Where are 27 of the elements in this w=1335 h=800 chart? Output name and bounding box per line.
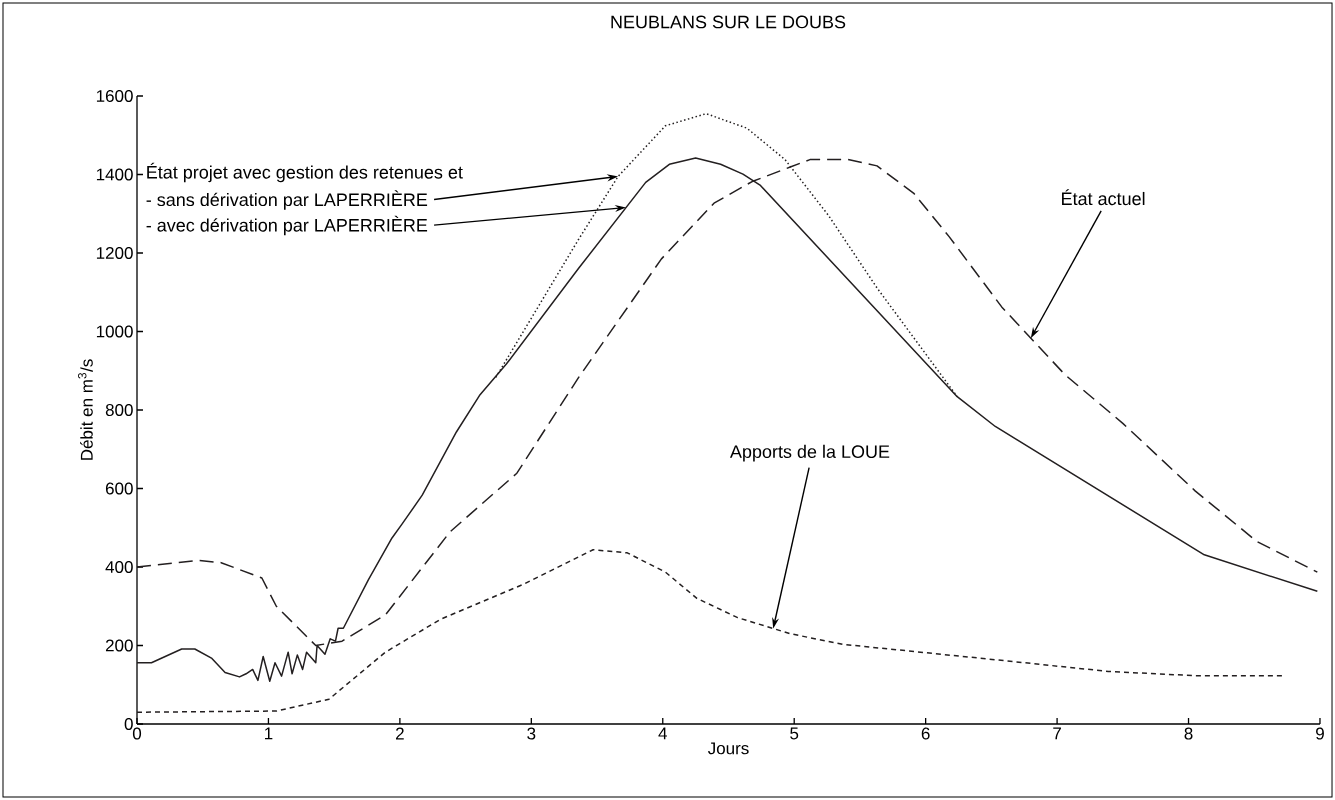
annotation: État projet avec gestion des retenues et bbox=[147, 162, 463, 183]
annotation: - sans dérivation par LAPERRIÈRE bbox=[146, 190, 428, 210]
annotation: État actuel bbox=[1062, 189, 1145, 206]
y-tick-label: 1200 bbox=[96, 246, 133, 260]
x-axis-title: Jours bbox=[707, 742, 749, 755]
x-tick-label: 4 bbox=[658, 727, 667, 740]
y-tick-label: 200 bbox=[105, 639, 133, 652]
x-tick-label: 5 bbox=[790, 727, 799, 740]
x-tick-label: 2 bbox=[396, 727, 404, 740]
annotation: - avec dérivation par LAPERRIÈRE bbox=[146, 215, 428, 236]
y-axis-title: Débit en m$^{3}$/s bbox=[78, 359, 93, 460]
x-tick-label: 1 bbox=[265, 727, 273, 740]
x-tick-label: 7 bbox=[1053, 727, 1061, 740]
x-tick-label: 9 bbox=[1316, 727, 1324, 740]
y-tick-label: 0 bbox=[124, 717, 133, 731]
x-tick-label: 6 bbox=[921, 727, 930, 740]
y-tick-label: 1000 bbox=[96, 325, 133, 338]
y-tick-label: 600 bbox=[105, 482, 133, 495]
y-tick-label: 400 bbox=[105, 560, 133, 574]
x-tick-label: 8 bbox=[1184, 727, 1193, 740]
y-tick-label: 1400 bbox=[96, 168, 133, 181]
y-tick-label: 800 bbox=[105, 403, 133, 417]
y-tick-label: 1600 bbox=[96, 89, 133, 103]
chart-title: NEUBLANS SUR LE DOUBS bbox=[611, 15, 846, 29]
x-tick-label: 0 bbox=[132, 727, 142, 740]
x-tick-label: 3 bbox=[527, 727, 536, 740]
annotation: Apports de la LOUE bbox=[729, 444, 890, 462]
